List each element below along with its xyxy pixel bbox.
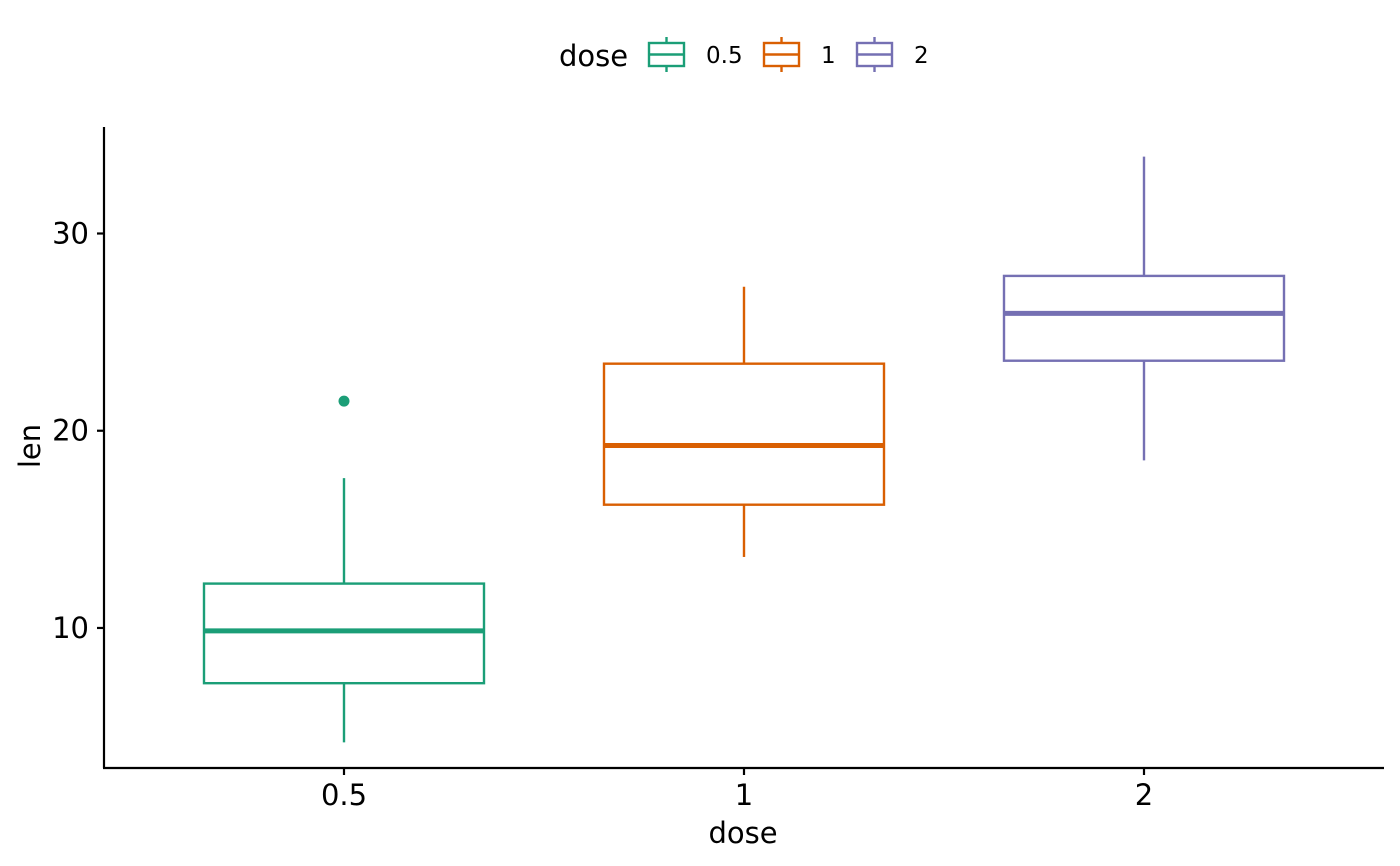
box-body (1002, 274, 1286, 362)
x-axis-title: dose (708, 816, 777, 850)
x-tick-label: 1 (735, 778, 753, 812)
outlier-point (338, 395, 350, 407)
boxes (202, 156, 1286, 743)
x-ticks: 0.5 1 2 (321, 768, 1153, 812)
legend-label: 1 (821, 43, 836, 69)
box-2 (1002, 156, 1286, 461)
legend: dose 0.5 1 2 (559, 37, 929, 73)
y-ticks: 10 20 30 (52, 217, 104, 645)
legend-item-0.5: 0.5 (647, 37, 743, 72)
x-tick-label: 0.5 (321, 778, 367, 812)
y-tick-label: 30 (52, 217, 89, 251)
legend-label: 0.5 (706, 43, 743, 69)
box-body (602, 362, 886, 506)
x-tick-label: 2 (1135, 778, 1153, 812)
y-axis-title: len (13, 424, 47, 468)
box-1 (602, 286, 886, 557)
legend-label: 2 (914, 43, 929, 69)
legend-title: dose (559, 39, 628, 73)
y-tick-label: 10 (52, 611, 89, 645)
legend-item-2: 2 (855, 37, 929, 72)
box-0.5 (202, 395, 486, 743)
legend-item-1: 1 (762, 37, 836, 72)
y-tick-label: 20 (52, 414, 89, 448)
